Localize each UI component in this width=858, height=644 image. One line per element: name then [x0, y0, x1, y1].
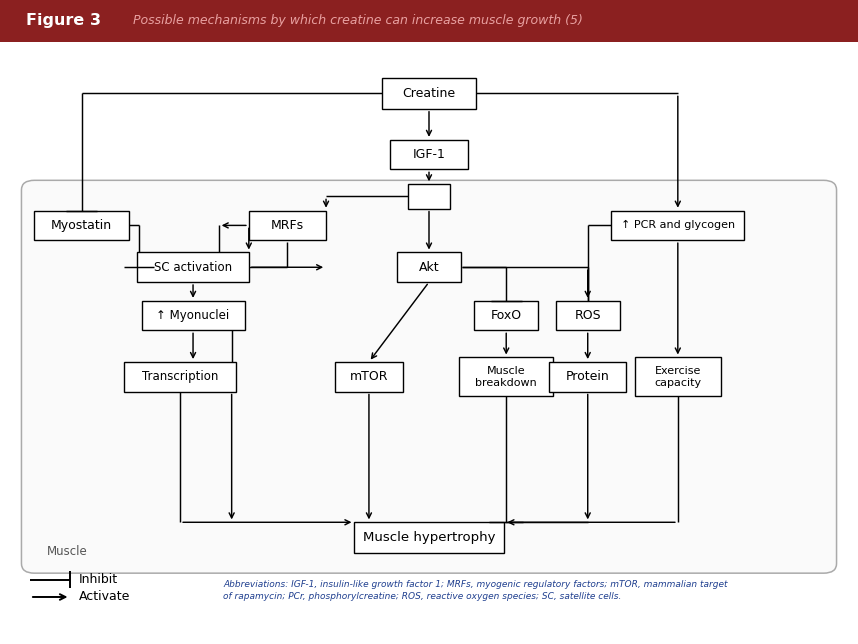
Bar	[556, 301, 619, 330]
Text: Activate: Activate	[79, 591, 130, 603]
Bar	[549, 362, 626, 392]
Bar	[474, 301, 539, 330]
Text: Myostatin: Myostatin	[51, 219, 112, 232]
Text: Transcription: Transcription	[142, 370, 219, 383]
Text: FoxO: FoxO	[491, 309, 522, 322]
Bar	[0, 0, 858, 42]
Text: ↑ Myonuclei: ↑ Myonuclei	[156, 309, 230, 322]
Text: Muscle
breakdown: Muscle breakdown	[475, 366, 537, 388]
Text: Muscle: Muscle	[47, 545, 88, 558]
Text: MRFs: MRFs	[271, 219, 304, 232]
Bar	[249, 211, 326, 240]
Text: Inhibit: Inhibit	[79, 573, 118, 586]
Bar	[611, 211, 745, 240]
Text: SC activation: SC activation	[154, 261, 233, 274]
Bar	[390, 140, 468, 169]
Bar	[397, 252, 462, 282]
Text: ↑ PCR and glycogen: ↑ PCR and glycogen	[620, 220, 735, 231]
Text: Protein: Protein	[566, 370, 609, 383]
Text: Abbreviations: IGF-1, insulin-like growth factor 1; MRFs, myogenic regulatory fa: Abbreviations: IGF-1, insulin-like growt…	[223, 580, 728, 601]
Bar	[635, 357, 721, 396]
Bar	[124, 362, 236, 392]
Text: Muscle hypertrophy: Muscle hypertrophy	[363, 531, 495, 544]
Text: Figure 3: Figure 3	[26, 13, 100, 28]
Text: Exercise
capacity: Exercise capacity	[655, 366, 701, 388]
Bar	[137, 252, 249, 282]
Text: Creatine: Creatine	[402, 87, 456, 100]
Bar	[34, 211, 129, 240]
Text: mTOR: mTOR	[350, 370, 388, 383]
Bar	[459, 357, 553, 396]
Bar	[335, 362, 403, 392]
Text: IGF-1: IGF-1	[413, 148, 445, 161]
Bar	[142, 301, 245, 330]
Text: ROS: ROS	[574, 309, 601, 322]
Bar	[353, 522, 504, 553]
Bar	[382, 78, 476, 109]
Text: Akt: Akt	[419, 261, 439, 274]
FancyBboxPatch shape	[21, 180, 837, 573]
Bar	[408, 184, 450, 209]
Text: Possible mechanisms by which creatine can increase muscle growth (5): Possible mechanisms by which creatine ca…	[133, 14, 583, 27]
